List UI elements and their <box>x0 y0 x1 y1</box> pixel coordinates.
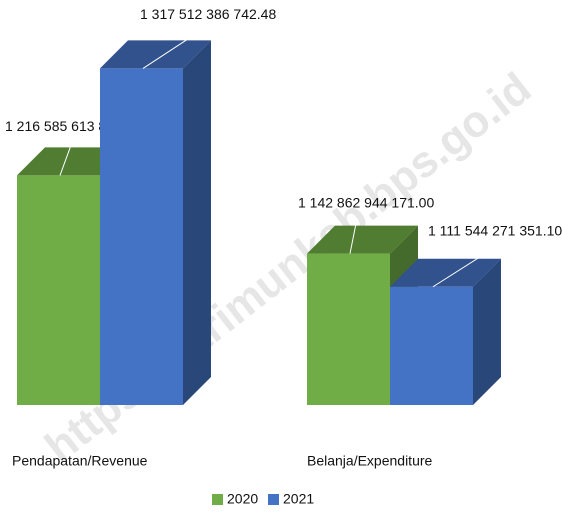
data-label: 1 317 512 386 742.48 <box>140 6 276 22</box>
x-tick-label: Belanja/Expenditure <box>307 453 433 469</box>
bar-top <box>390 258 501 287</box>
bar-side <box>183 40 211 406</box>
data-label: 1 111 544 271 351.10 <box>428 222 562 238</box>
x-tick-label: Pendapatan/Revenue <box>12 453 148 469</box>
data-label: 1 142 862 944 171.00 <box>298 194 434 210</box>
bar-top <box>307 225 418 254</box>
bar <box>390 286 473 405</box>
legend-label: 2020 <box>227 491 258 507</box>
leader-line <box>142 30 202 69</box>
leader-line <box>432 246 497 288</box>
leader-line <box>59 142 73 176</box>
legend-swatch <box>268 494 279 505</box>
legend-swatch <box>212 494 223 505</box>
bar-side <box>473 258 501 405</box>
bar <box>100 68 183 406</box>
bar-top <box>100 40 211 69</box>
legend-label: 2021 <box>283 491 314 507</box>
leader-line <box>349 218 358 254</box>
bar <box>17 175 100 405</box>
bar <box>307 253 390 405</box>
